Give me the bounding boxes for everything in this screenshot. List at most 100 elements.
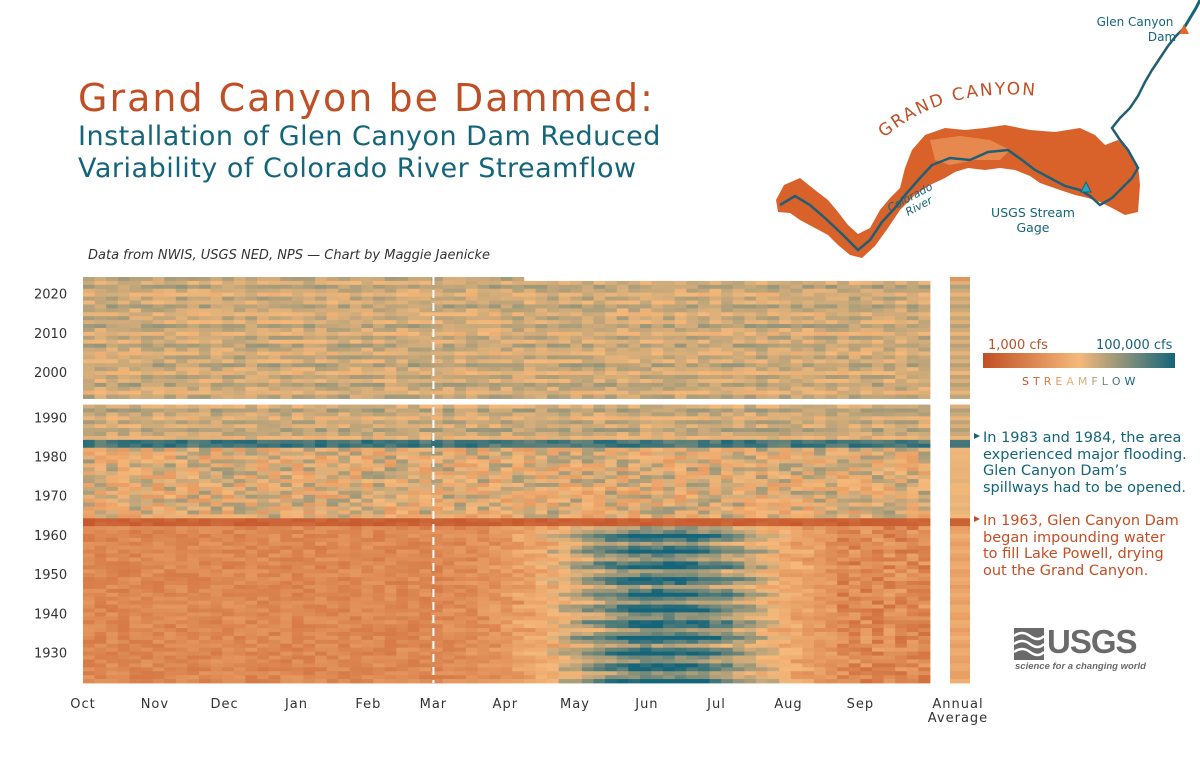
heatmap-cell <box>570 300 583 305</box>
heatmap-cell <box>373 320 386 325</box>
heatmap-cell <box>500 443 513 449</box>
heatmap-cell <box>489 320 502 325</box>
heatmap-cell <box>697 483 710 488</box>
heatmap-cell <box>663 451 676 456</box>
heatmap-cell <box>210 363 223 368</box>
heatmap-cell <box>663 347 676 352</box>
heatmap-cell <box>860 408 873 413</box>
heatmap-cell <box>465 428 478 433</box>
heatmap-cell <box>825 288 838 294</box>
heatmap-cell <box>779 432 792 437</box>
heatmap-cell <box>141 435 154 441</box>
page-title: Grand Canyon be Dammed: <box>78 76 655 120</box>
heatmap-cell <box>837 486 850 492</box>
heatmap-cell <box>465 506 478 511</box>
heatmap-cell <box>918 363 931 368</box>
heatmap-cell <box>373 408 386 413</box>
heatmap-cell <box>523 533 536 539</box>
heatmap-cell <box>651 510 664 515</box>
heatmap-cell <box>280 386 293 392</box>
heatmap-cell <box>674 308 687 313</box>
heatmap-cell <box>535 459 548 464</box>
heatmap-cell <box>547 327 560 333</box>
heatmap-cell <box>164 300 177 305</box>
heatmap-cell <box>628 351 641 356</box>
heatmap-cell <box>315 514 328 519</box>
heatmap-cell <box>233 494 246 500</box>
heatmap-cell <box>895 284 908 290</box>
heatmap-cell <box>361 416 374 421</box>
heatmap-cell <box>291 343 304 348</box>
heatmap-cell <box>442 280 455 286</box>
heatmap-cell <box>581 404 594 409</box>
heatmap-cell <box>871 447 884 453</box>
heatmap-cell <box>117 412 130 417</box>
heatmap-cell <box>837 455 850 460</box>
heatmap-cell <box>813 296 826 301</box>
heatmap-cell <box>825 408 838 413</box>
heatmap-cell <box>581 320 594 325</box>
heatmap-cell <box>500 371 513 376</box>
heatmap-cell <box>280 451 293 456</box>
heatmap-cell <box>175 296 188 301</box>
heatmap-cell <box>744 378 757 384</box>
heatmap-cell <box>906 435 919 441</box>
heatmap-cell <box>547 479 560 484</box>
heatmap-cell <box>697 324 710 329</box>
heatmap-cell <box>651 416 664 421</box>
heatmap-cell <box>918 331 931 337</box>
heatmap-cell <box>651 316 664 321</box>
heatmap-cell <box>547 404 560 409</box>
heatmap-cell <box>222 432 235 437</box>
heatmap-cell <box>895 347 908 352</box>
heatmap-cell <box>639 371 652 376</box>
heatmap-cell <box>373 343 386 348</box>
heatmap-cell <box>431 347 444 352</box>
heatmap-cell <box>616 312 629 317</box>
heatmap-cell <box>767 518 780 523</box>
heatmap-cell <box>419 475 432 480</box>
heatmap-cell <box>222 428 235 433</box>
heatmap-cell <box>303 494 316 500</box>
heatmap-cell <box>117 455 130 460</box>
heatmap-cell <box>871 331 884 337</box>
heatmap-cell <box>790 363 803 368</box>
heatmap-cell <box>848 471 861 476</box>
heatmap-cell <box>581 347 594 352</box>
heatmap-cell <box>605 541 618 547</box>
heatmap-cell <box>164 324 177 329</box>
heatmap-cell <box>628 537 641 543</box>
heatmap-cell <box>83 537 95 543</box>
heatmap-cell <box>187 494 200 500</box>
heatmap-cell <box>709 394 722 399</box>
heatmap-cell <box>721 498 734 504</box>
heatmap-cell <box>512 526 525 531</box>
heatmap-cell <box>593 394 606 399</box>
heatmap-cell <box>860 447 873 453</box>
heatmap-cell <box>361 339 374 345</box>
heatmap-cell <box>906 331 919 337</box>
heatmap-cell <box>129 514 142 519</box>
heatmap-cell <box>721 490 734 496</box>
heatmap-cell <box>848 371 861 376</box>
heatmap-cell <box>83 284 95 290</box>
heatmap-cell <box>721 351 734 356</box>
heatmap-cell <box>117 490 130 496</box>
heatmap-cell <box>407 378 420 384</box>
heatmap-cell <box>199 408 212 413</box>
heatmap-cell <box>651 443 664 449</box>
heatmap-cell <box>94 308 107 313</box>
heatmap-cell <box>825 451 838 456</box>
heatmap-cell <box>755 416 768 421</box>
heatmap-cell <box>570 451 583 456</box>
heatmap-cell <box>639 280 652 286</box>
heatmap-cell <box>407 284 420 290</box>
heatmap-cell <box>802 428 815 433</box>
heatmap-cell <box>860 537 873 543</box>
heatmap-cell <box>732 533 745 539</box>
heatmap-cell <box>813 443 826 449</box>
heatmap-cell <box>918 424 931 429</box>
heatmap-cell <box>257 355 270 360</box>
heatmap-cell <box>732 494 745 500</box>
heatmap-cell <box>210 355 223 360</box>
